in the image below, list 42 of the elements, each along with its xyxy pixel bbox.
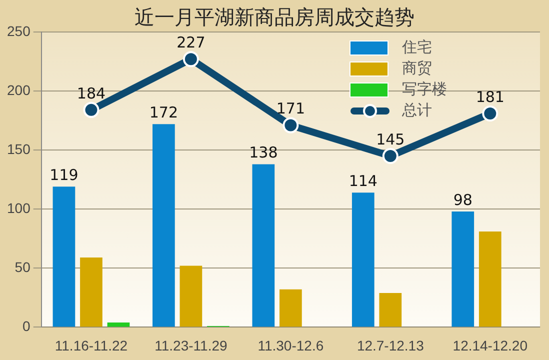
bar [180, 266, 202, 327]
y-tick-label: 0 [22, 318, 31, 334]
legend-label: 总计 [401, 100, 432, 119]
bar [80, 258, 102, 327]
data-label: 114 [348, 172, 378, 190]
data-label: 227 [176, 34, 206, 52]
chart-title: 近一月平湖新商品房周成交趋势 [134, 5, 414, 29]
bar [280, 289, 302, 327]
bar [252, 164, 275, 327]
x-tick-label: 12.14-12.20 [452, 337, 528, 354]
data-label: 98 [453, 190, 472, 209]
legend-label: 商贸 [402, 58, 432, 77]
legend-label: 写字楼 [402, 80, 447, 98]
bar [152, 124, 175, 327]
point [83, 102, 100, 118]
bar [107, 322, 130, 327]
point [282, 117, 299, 134]
data-label: 181 [476, 88, 504, 106]
bar [52, 186, 76, 327]
bar [452, 211, 474, 327]
data-label: 172 [149, 103, 178, 122]
y-tick-label: 200 [7, 82, 31, 98]
x-tick-label: 12.7-12.13 [356, 337, 424, 354]
y-tick-label: 150 [7, 140, 31, 157]
bar [352, 192, 374, 327]
x-tick-label: 11.16-11.22 [54, 337, 128, 354]
point [382, 148, 398, 164]
bar [478, 232, 502, 327]
point [482, 105, 498, 122]
data-label: 138 [249, 144, 278, 162]
x-tick-label: 11.23-11.29 [154, 337, 228, 354]
data-label: 184 [76, 84, 106, 102]
y-tick-label: 50 [14, 259, 31, 276]
data-label: 145 [376, 130, 405, 148]
data-label: 119 [50, 166, 78, 184]
data-label: 171 [276, 100, 305, 118]
bar [379, 292, 402, 327]
y-tick-label: 250 [7, 22, 31, 39]
y-tick-label: 100 [7, 200, 31, 216]
point [182, 51, 199, 68]
x-tick-label: 11.30-12.6 [258, 337, 324, 354]
legend-label: 住宅 [401, 38, 432, 56]
